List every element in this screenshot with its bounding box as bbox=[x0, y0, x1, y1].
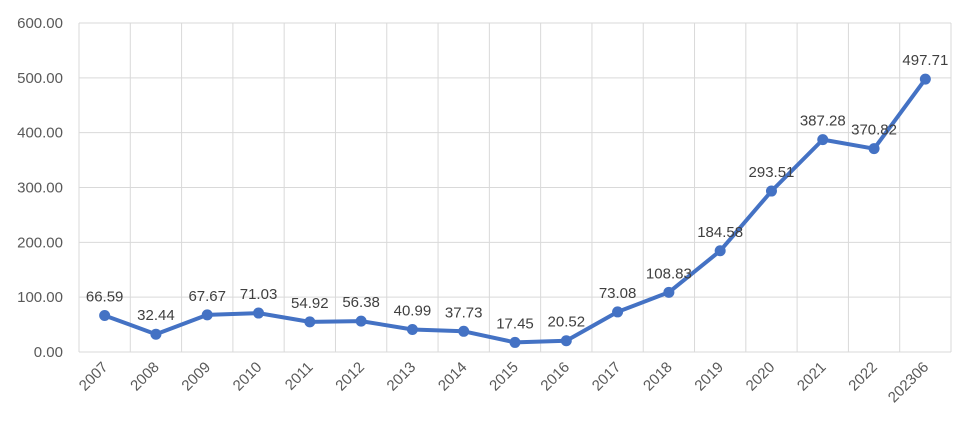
data-label: 293.51 bbox=[749, 164, 795, 181]
data-label: 73.08 bbox=[599, 285, 637, 302]
data-point bbox=[612, 306, 624, 318]
series-group bbox=[99, 73, 931, 348]
y-tick-label: 400.00 bbox=[17, 125, 63, 142]
data-label: 40.99 bbox=[394, 303, 432, 320]
data-label: 497.71 bbox=[902, 52, 948, 69]
data-label: 37.73 bbox=[445, 304, 483, 321]
x-tick-label: 2012 bbox=[332, 359, 368, 395]
x-tick-label: 2009 bbox=[178, 359, 214, 395]
x-tick-label: 2018 bbox=[640, 359, 676, 395]
data-point bbox=[765, 185, 777, 197]
data-labels: 66.59 32.44 67.67 71.03 54.92 56.38 40.99 37.73… bbox=[86, 52, 948, 332]
y-tick-label: 100.00 bbox=[17, 289, 63, 306]
x-tick-label: 2007 bbox=[76, 359, 112, 395]
data-point bbox=[458, 325, 470, 337]
x-tick-label: 2021 bbox=[794, 359, 830, 395]
gridlines bbox=[78, 22, 952, 353]
x-tick-label: 2011 bbox=[282, 359, 317, 394]
y-tick-label: 200.00 bbox=[17, 234, 63, 251]
x-tick-label: 2015 bbox=[486, 359, 522, 395]
y-tick-label: 0.00 bbox=[34, 344, 63, 361]
data-point bbox=[406, 324, 418, 336]
x-axis-tick-labels: 2007 2008 2009 2010 2011 2012 2013 2014 2015 2016… bbox=[76, 359, 932, 406]
x-tick-label: 2013 bbox=[384, 359, 420, 395]
data-point bbox=[714, 245, 726, 257]
data-point bbox=[560, 335, 572, 347]
data-label: 370.82 bbox=[851, 122, 897, 139]
data-label: 32.44 bbox=[137, 307, 175, 324]
data-point bbox=[663, 286, 675, 298]
data-label: 17.45 bbox=[496, 315, 534, 332]
data-point bbox=[201, 309, 213, 321]
data-label: 54.92 bbox=[291, 295, 329, 312]
x-tick-label: 2014 bbox=[435, 359, 471, 395]
x-tick-label: 2008 bbox=[127, 359, 163, 395]
y-axis-tick-labels: 0.00 100.00 200.00 300.00 400.00 500.00 600.00 bbox=[17, 15, 63, 361]
data-point bbox=[304, 316, 316, 328]
x-tick-label: 2019 bbox=[691, 359, 727, 395]
data-point bbox=[919, 73, 931, 85]
x-tick-label: 2022 bbox=[845, 359, 881, 395]
data-point bbox=[817, 134, 829, 146]
data-point bbox=[868, 143, 880, 155]
x-tick-label: 2020 bbox=[743, 359, 779, 395]
data-point bbox=[355, 315, 367, 327]
data-label: 387.28 bbox=[800, 113, 846, 130]
data-label: 184.58 bbox=[697, 224, 743, 241]
x-tick-label: 2010 bbox=[230, 359, 266, 395]
data-label: 66.59 bbox=[86, 288, 124, 305]
x-tick-label: 2016 bbox=[538, 359, 574, 395]
y-tick-label: 600.00 bbox=[17, 15, 63, 32]
data-label: 56.38 bbox=[342, 294, 380, 311]
x-tick-label: 2017 bbox=[589, 359, 625, 395]
data-point bbox=[150, 328, 162, 340]
data-point bbox=[509, 336, 521, 348]
data-label: 20.52 bbox=[548, 314, 586, 331]
data-label: 67.67 bbox=[188, 288, 226, 305]
data-point bbox=[253, 307, 265, 319]
data-label: 71.03 bbox=[240, 286, 278, 303]
y-tick-label: 500.00 bbox=[17, 70, 63, 87]
data-point bbox=[99, 309, 111, 321]
data-label: 108.83 bbox=[646, 265, 692, 282]
x-tick-label: 202306 bbox=[885, 359, 932, 406]
y-tick-label: 300.00 bbox=[17, 180, 63, 197]
